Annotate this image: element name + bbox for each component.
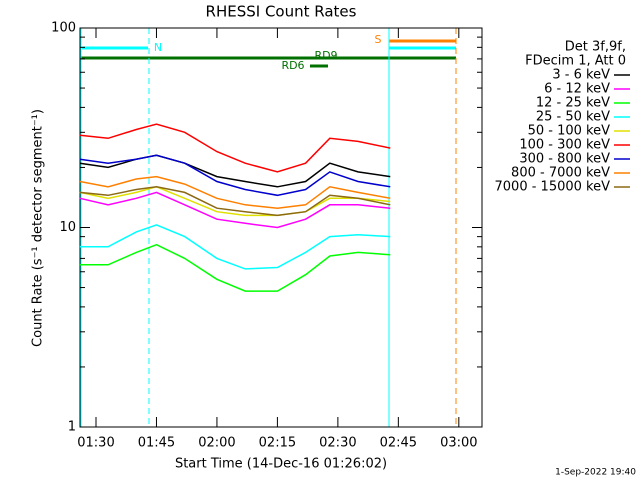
series-line xyxy=(79,123,391,173)
x-tick-label: 03:00 xyxy=(440,436,477,451)
plot-frame xyxy=(79,27,483,428)
x-tick-label: 02:30 xyxy=(319,436,356,451)
footer: 1-Sep-2022 19:40 xyxy=(555,468,636,478)
x-axis-label: Start Time (14-Dec-16 01:26:02) xyxy=(175,457,387,472)
legend-label: 7000 - 15000 keV xyxy=(495,180,611,195)
legend-label: 100 - 300 keV xyxy=(519,138,610,153)
legend-label: 800 - 7000 keV xyxy=(511,166,610,181)
y-tick-label: 10 xyxy=(59,220,76,235)
y-tick-label: 1 xyxy=(68,420,76,435)
legend-header: FDecim 1, Att 0 xyxy=(525,54,626,69)
flag-label: S xyxy=(375,33,382,46)
legend-label: 25 - 50 keV xyxy=(536,110,610,125)
y-axis-label: Count Rate (s⁻¹ detector segment⁻¹) xyxy=(31,109,46,347)
legend-label: 300 - 800 keV xyxy=(519,152,610,167)
flag-label: N xyxy=(154,41,162,54)
flag-label: RD6 xyxy=(281,59,304,72)
x-tick-label: 02:15 xyxy=(259,436,296,451)
series-line xyxy=(79,243,391,292)
y-tick-label: 100 xyxy=(51,21,76,36)
series-line xyxy=(79,191,391,229)
chart-title: RHESSI Count Rates xyxy=(206,3,357,21)
legend-label: 50 - 100 keV xyxy=(528,124,611,139)
series-line xyxy=(79,154,391,197)
series-line xyxy=(79,224,391,270)
legend-label: 3 - 6 keV xyxy=(552,68,610,83)
legend-header: Det 3f,9f, xyxy=(565,40,626,55)
series-line xyxy=(79,186,391,217)
x-tick-label: 01:30 xyxy=(77,436,114,451)
legend-label: 6 - 12 keV xyxy=(544,82,610,97)
legend-label: 12 - 25 keV xyxy=(536,96,610,111)
x-tick-label: 02:00 xyxy=(198,436,235,451)
series-line xyxy=(79,175,391,209)
x-tick-label: 02:45 xyxy=(380,436,417,451)
series-line xyxy=(79,186,391,217)
flag-label: RD9 xyxy=(314,49,337,62)
x-tick-label: 01:45 xyxy=(138,436,175,451)
